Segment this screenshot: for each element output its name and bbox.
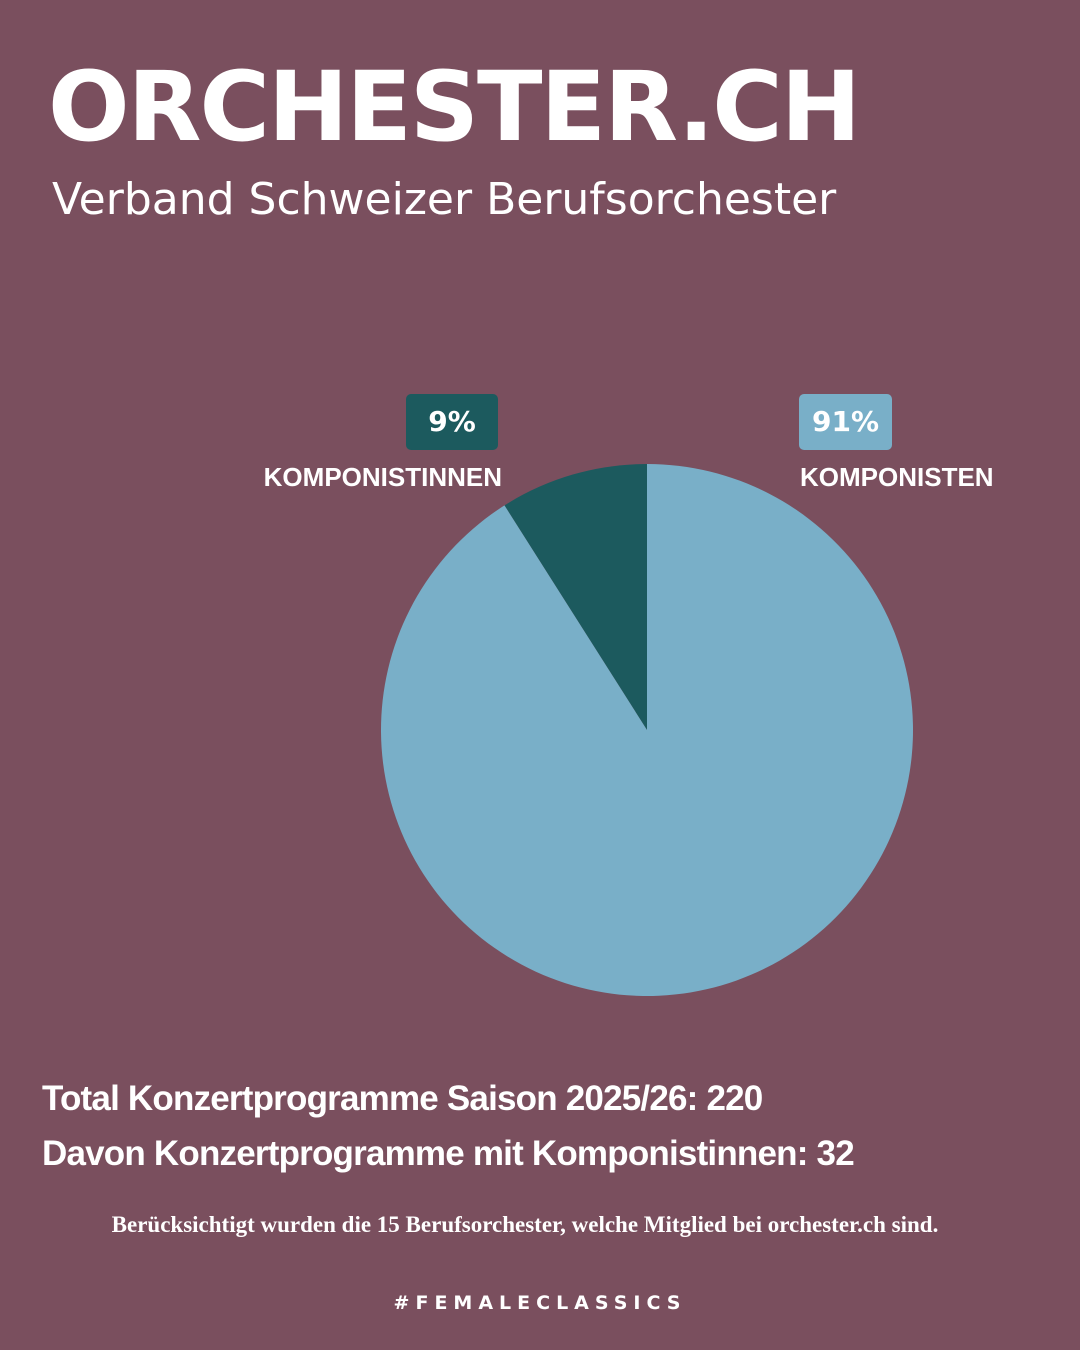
stat-total-programs: Total Konzertprogramme Saison 2025/26: 2…	[42, 1079, 763, 1118]
slice-label-komponisten: KOMPONISTEN	[800, 462, 994, 492]
brand-title: ORCHESTER.CH	[48, 51, 861, 163]
stat-programs-with-women: Davon Konzertprogramme mit Komponistinne…	[42, 1134, 855, 1173]
brand-subtitle: Verband Schweizer Berufsorchester	[52, 174, 837, 225]
slice-value-badge-komponistinnen: 9%	[406, 394, 498, 450]
slice-value-badge-komponisten: 91%	[799, 394, 892, 450]
footnote: Berücksichtigt wurden die 15 Berufsorche…	[111, 1212, 939, 1237]
slice-label-komponistinnen: KOMPONISTINNEN	[263, 462, 502, 492]
pie-slice-komponistinnen	[504, 464, 647, 730]
pie-slice-komponisten	[381, 464, 914, 996]
hashtag: #FEMALECLASSICS	[393, 1292, 687, 1314]
